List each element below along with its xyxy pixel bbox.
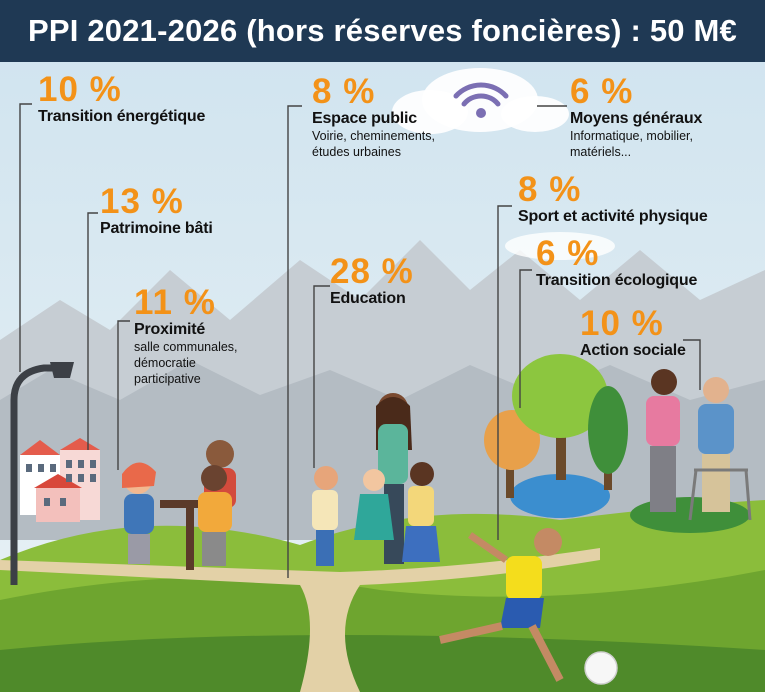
item-moyens-generaux: 6 % Moyens généraux Informatique, mobili… — [570, 74, 702, 160]
percent-label: 10 % — [38, 70, 122, 109]
category-label: Espace public — [312, 110, 417, 127]
category-description: salle communales, démocratie participati… — [134, 339, 238, 387]
description-line: salle communales, — [134, 340, 238, 354]
description-line: démocratie — [134, 356, 196, 370]
category-label: Action sociale — [580, 342, 686, 359]
item-proximite: 11 % Proximité salle communales, démocra… — [134, 285, 238, 387]
leader-line-action-sociale — [683, 339, 701, 390]
leader-line-transition-ecologique — [519, 269, 532, 408]
category-label: Patrimoine bâti — [100, 220, 213, 237]
percent-label: 8 % — [518, 170, 582, 209]
category-label: Proximité — [134, 321, 206, 338]
people-at-table — [122, 440, 236, 570]
item-espace-public: 8 % Espace public Voirie, cheminements, … — [312, 74, 435, 160]
leader-line-patrimoine — [87, 212, 98, 450]
trees-and-pond — [484, 354, 628, 518]
percent-label: 8 % — [312, 72, 376, 111]
elderly-couple — [630, 369, 752, 533]
item-education: 28 % Education — [330, 254, 414, 308]
description-line: Informatique, mobilier, — [570, 129, 693, 143]
category-label: Moyens généraux — [570, 110, 703, 127]
description-line: études urbaines — [312, 145, 401, 159]
lamp-post — [10, 362, 74, 585]
category-description: Informatique, mobilier, matériels... — [570, 128, 702, 160]
leader-line-proximite — [117, 320, 130, 470]
percent-label: 13 % — [100, 182, 184, 221]
item-transition-ecologique: 6 % Transition écologique — [536, 236, 697, 290]
category-label: Education — [330, 290, 406, 307]
category-label: Transition énergétique — [38, 108, 206, 125]
description-line: Voirie, cheminements, — [312, 129, 435, 143]
category-label: Transition écologique — [536, 272, 698, 289]
description-line: matériels... — [570, 145, 632, 159]
leader-line-transition-energetique — [19, 103, 32, 372]
page-title-text: PPI 2021-2026 (hors réserves foncières) … — [27, 13, 737, 48]
description-line: participative — [134, 372, 201, 386]
houses — [20, 438, 100, 522]
children-group — [312, 393, 440, 566]
leader-line-education — [313, 285, 330, 468]
page-title: PPI 2021-2026 (hors réserves foncières) … — [0, 0, 765, 62]
item-transition-energetique: 10 % Transition énergétique — [38, 72, 205, 126]
percent-label: 11 % — [134, 283, 216, 322]
percent-label: 28 % — [330, 252, 414, 291]
item-action-sociale: 10 % Action sociale — [580, 306, 686, 360]
leader-line-espace-public — [287, 105, 302, 578]
leader-line-sport — [497, 205, 512, 540]
category-label: Sport et activité physique — [518, 208, 708, 225]
item-patrimoine-bati: 13 % Patrimoine bâti — [100, 184, 213, 238]
football-player — [439, 528, 618, 685]
percent-label: 6 % — [536, 234, 600, 273]
item-sport-activite-physique: 8 % Sport et activité physique — [518, 172, 708, 226]
percent-label: 10 % — [580, 304, 664, 343]
percent-label: 6 % — [570, 72, 634, 111]
cloud-wifi-icon — [392, 68, 569, 134]
category-description: Voirie, cheminements, études urbaines — [312, 128, 435, 160]
